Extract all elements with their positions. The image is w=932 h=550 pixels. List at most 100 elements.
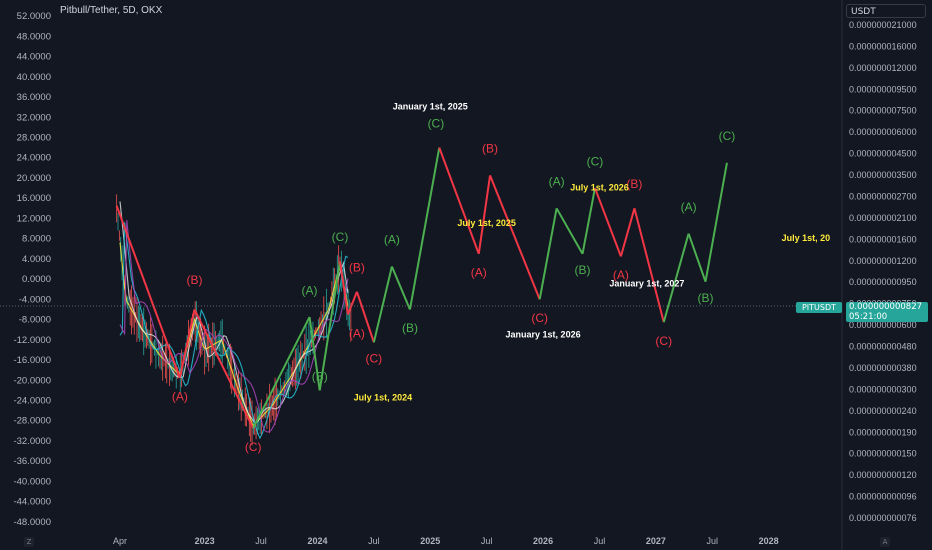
x-tick-label: Jul: [707, 536, 719, 546]
wave-segment: [633, 208, 665, 323]
y-tick-label: -40.0000: [13, 476, 51, 487]
right-tick-label: 0.000000001200: [849, 256, 917, 266]
right-tick-label: 0.000000001600: [849, 234, 917, 244]
y-tick-label: -12.0000: [13, 335, 51, 346]
y-tick-label: 20.0000: [17, 173, 51, 184]
right-tick-label: 0.000000000150: [849, 449, 917, 459]
x-tick-label: Jul: [481, 536, 493, 546]
wave-label: (C): [587, 154, 604, 168]
x-tick-label: Jul: [594, 536, 606, 546]
right-tick-label: 0.000000000300: [849, 384, 917, 394]
date-annotation: January 1st, 2026: [506, 329, 581, 339]
y-tick-label: -32.0000: [13, 436, 51, 447]
symbol-price-label: PITUSDT: [796, 302, 842, 313]
left-y-axis[interactable]: 52.0000 48.0000 44.0000 40.0000 36.0000 32.00…: [13, 11, 51, 528]
wave-segment: [538, 208, 558, 300]
wave-label: (B): [402, 321, 418, 335]
y-tick-label: 44.0000: [17, 52, 51, 63]
right-tick-label: 0.000000000240: [849, 406, 917, 416]
wave-segment: [390, 266, 411, 310]
wave-segment: [372, 266, 393, 343]
symbol-title[interactable]: Pitbull/Tether, 5D, OKX: [60, 5, 163, 16]
wave-label: (B): [575, 263, 591, 277]
wave-label: (A): [384, 233, 400, 247]
elliott-wave-projection: [115, 147, 728, 429]
x-tick-label: 2024: [307, 536, 327, 546]
wave-label: (C): [428, 116, 445, 130]
moving-average-line: [119, 222, 349, 440]
right-tick-label: 0.000000012000: [849, 63, 917, 73]
wave-segment: [619, 208, 636, 257]
wave-label: (A): [681, 200, 697, 214]
wave-segment: [346, 291, 358, 315]
x-tick-label: 2028: [759, 536, 779, 546]
y-tick-label: 4.0000: [22, 254, 51, 265]
wave-segment: [408, 147, 441, 310]
wave-label: (C): [245, 440, 262, 454]
currency-selector-button[interactable]: USDT: [846, 4, 926, 18]
wave-label: (C): [719, 129, 736, 143]
right-tick-label: 0.000000000190: [849, 427, 917, 437]
current-price-value: 0.000000000827: [849, 302, 923, 312]
right-tick-label: 0.000000016000: [849, 41, 917, 51]
wave-segment: [115, 205, 181, 379]
wave-label: (C): [655, 334, 672, 348]
wave-label: (B): [482, 142, 498, 156]
wave-label: (C): [531, 311, 548, 325]
date-annotation: July 1st, 20: [782, 233, 831, 243]
y-tick-label: -20.0000: [13, 375, 51, 386]
right-tick-label: 0.000000000120: [849, 470, 917, 480]
y-tick-label: 32.0000: [17, 112, 51, 123]
y-tick-label: 52.0000: [17, 11, 51, 22]
y-tick-label: -8.0000: [19, 315, 51, 326]
wave-label: (A): [471, 266, 487, 280]
right-tick-label: 0.000000006000: [849, 127, 917, 137]
date-annotation: January 1st, 2027: [609, 279, 684, 289]
y-tick-label: -48.0000: [13, 517, 51, 528]
right-price-axis[interactable]: 0.000000021000 0.000000016000 0.0000000120…: [841, 0, 917, 550]
date-annotation: July 1st, 2024: [354, 393, 413, 403]
zoom-z-button[interactable]: Z: [24, 537, 34, 547]
y-tick-label: 8.0000: [22, 234, 51, 245]
wave-label: (C): [332, 230, 349, 244]
y-tick-label: -28.0000: [13, 416, 51, 427]
date-annotations: January 1st, 2025 July 1st, 2025 July 1st,…: [354, 102, 831, 403]
x-tick-label: 2023: [195, 536, 215, 546]
wave-label: (A): [349, 326, 365, 340]
current-price-tag: 0.000000000827 05:21:00: [846, 302, 928, 322]
wave-label: (B): [626, 177, 642, 191]
y-tick-label: 28.0000: [17, 133, 51, 144]
y-tick-label: -24.0000: [13, 396, 51, 407]
y-tick-label: 40.0000: [17, 72, 51, 83]
wave-label: (B): [312, 369, 328, 383]
bar-countdown: 05:21:00: [849, 312, 888, 322]
right-tick-label: 0.000000002100: [849, 213, 917, 223]
wave-label: (B): [698, 291, 714, 305]
x-tick-label: 2026: [533, 536, 553, 546]
wave-label: (B): [349, 261, 365, 275]
right-tick-label: 0.000000002700: [849, 191, 917, 201]
right-tick-label: 0.000000007500: [849, 106, 917, 116]
time-axis[interactable]: Apr 2023 Jul 2024 Jul 2025 Jul 2026 Jul 2027 Jul 20…: [113, 536, 779, 546]
wave-label: (B): [186, 273, 202, 287]
moving-average-line: [119, 201, 349, 424]
y-tick-label: 0.0000: [22, 274, 51, 285]
wave-segment: [555, 207, 584, 255]
y-tick-label: 36.0000: [17, 92, 51, 103]
auto-scale-button[interactable]: A: [880, 537, 890, 547]
wave-label: (A): [549, 175, 565, 189]
right-tick-label: 0.000000000096: [849, 492, 917, 502]
y-tick-label: 12.0000: [17, 213, 51, 224]
wave-segment: [662, 233, 690, 323]
x-tick-label: Apr: [113, 536, 127, 546]
y-tick-label: -16.0000: [13, 355, 51, 366]
wave-segment: [477, 175, 492, 254]
y-tick-label: 16.0000: [17, 193, 51, 204]
wave-segment: [581, 187, 596, 255]
wave-segment: [178, 309, 196, 378]
wave-segment: [438, 147, 480, 255]
wave-segment: [489, 175, 541, 300]
wave-segment: [252, 316, 311, 429]
right-tick-label: 0.000000000950: [849, 277, 917, 287]
